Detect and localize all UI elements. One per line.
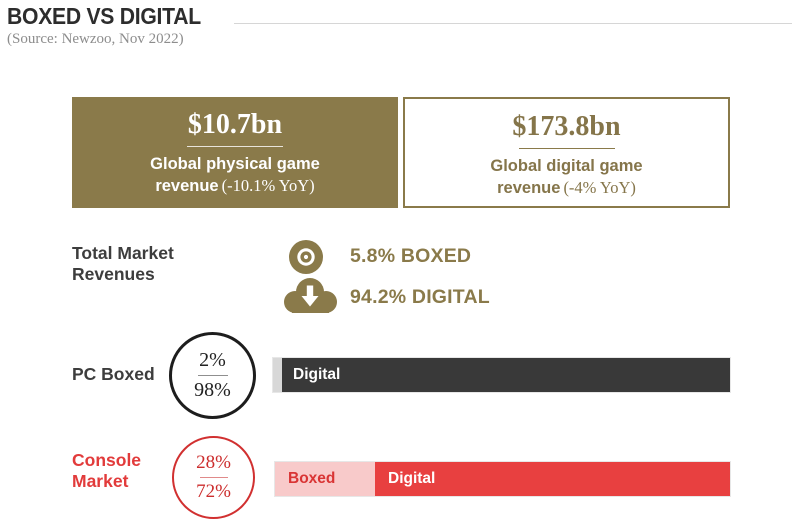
digital-label-line2: revenue xyxy=(497,179,561,197)
digital-share-stat: 94.2% DIGITAL xyxy=(350,286,490,308)
console-digital-segment-label: Digital xyxy=(388,470,436,487)
ratio-divider xyxy=(199,476,228,479)
console-row-label: Console Market xyxy=(72,450,141,492)
physical-revenue-label: Global physical game revenue (-10.1% YoY) xyxy=(72,154,398,197)
total-market-label-line1: Total Market xyxy=(72,243,174,263)
pc-digital-segment: Digital xyxy=(282,358,730,392)
pc-ratio-circle: 2% 98% xyxy=(169,332,256,419)
total-market-label-line2: Revenues xyxy=(72,264,155,284)
console-ratio-circle: 28% 72% xyxy=(172,436,255,519)
digital-revenue-label: Global digital game revenue (-4% YoY) xyxy=(405,156,728,199)
header-divider xyxy=(234,23,792,24)
console-boxed-percent: 28% xyxy=(196,451,231,473)
boxed-share-stat: 5.8% BOXED xyxy=(350,245,472,267)
physical-label-line2: revenue xyxy=(155,177,219,195)
page-title: BOXED VS DIGITAL xyxy=(7,3,201,29)
digital-revenue-card: $173.8bn Global digital game revenue (-4%… xyxy=(403,97,730,208)
pc-split-bar: Digital xyxy=(273,358,730,392)
physical-revenue-value: $10.7bn xyxy=(187,109,283,140)
pc-row-label: PC Boxed xyxy=(72,364,155,384)
pc-boxed-percent: 2% xyxy=(199,348,226,371)
digital-revenue-value: $173.8bn xyxy=(512,111,621,142)
digital-yoy-note: (-4% YoY) xyxy=(563,178,636,197)
physical-label-line1: Global physical game xyxy=(150,155,320,173)
total-market-label: Total Market Revenues xyxy=(72,243,174,285)
console-label-line1: Console xyxy=(72,450,142,470)
console-label-line2: Market xyxy=(72,471,129,491)
console-digital-segment: Digital xyxy=(375,462,730,496)
physical-revenue-card: $10.7bn Global physical game revenue (-10… xyxy=(72,97,398,208)
console-boxed-segment: Boxed xyxy=(275,462,375,496)
card-underline xyxy=(518,148,615,149)
disc-icon xyxy=(288,239,324,275)
console-boxed-segment-label: Boxed xyxy=(288,470,336,487)
pc-digital-percent: 98% xyxy=(194,379,231,402)
cloud-download-icon xyxy=(282,277,338,314)
console-split-bar: Boxed Digital xyxy=(275,462,730,496)
ratio-divider xyxy=(197,374,228,377)
console-digital-percent: 72% xyxy=(196,481,231,503)
pc-digital-segment-label: Digital xyxy=(293,366,341,383)
physical-yoy-note: (-10.1% YoY) xyxy=(221,176,315,195)
card-underline xyxy=(187,146,283,147)
pc-boxed-segment xyxy=(273,358,282,392)
source-note: (Source: Newzoo, Nov 2022) xyxy=(7,31,184,47)
digital-label-line1: Global digital game xyxy=(490,157,643,175)
